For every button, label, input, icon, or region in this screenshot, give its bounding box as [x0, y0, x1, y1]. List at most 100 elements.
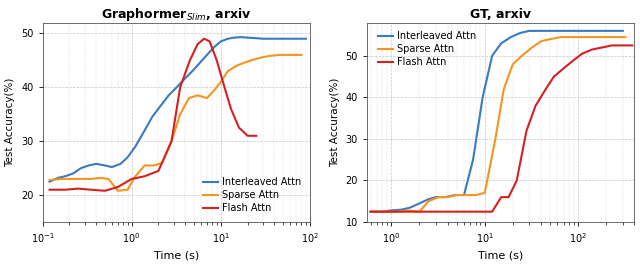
Interleaved Attn: [259, 37, 267, 40]
Sparse Attn: [124, 188, 131, 191]
Sparse Attn: [141, 164, 148, 167]
Flash Attn: [578, 52, 586, 55]
Flash Attn: [155, 169, 163, 172]
Flash Attn: [488, 210, 496, 213]
Flash Attn: [194, 43, 202, 46]
Flash Attn: [467, 210, 474, 213]
Interleaved Attn: [131, 145, 139, 148]
Sparse Attn: [537, 40, 545, 43]
Sparse Attn: [610, 35, 618, 39]
Flash Attn: [505, 196, 513, 199]
Sparse Attn: [578, 35, 586, 39]
Sparse Attn: [444, 196, 451, 199]
Interleaved Attn: [460, 193, 468, 197]
Interleaved Attn: [442, 196, 449, 199]
Interleaved Attn: [237, 36, 245, 39]
Interleaved Attn: [271, 37, 278, 40]
Sparse Attn: [240, 61, 248, 65]
Flash Attn: [61, 188, 69, 191]
Y-axis label: Test Accuracy(%): Test Accuracy(%): [6, 78, 15, 167]
Sparse Attn: [452, 193, 460, 197]
Interleaved Attn: [244, 36, 252, 39]
Sparse Attn: [248, 59, 255, 62]
Flash Attn: [532, 104, 540, 107]
Legend: Interleaved Attn, Sparse Attn, Flash Attn: Interleaved Attn, Sparse Attn, Flash Att…: [374, 27, 480, 71]
Sparse Attn: [298, 53, 305, 56]
Flash Attn: [415, 210, 423, 213]
Flash Attn: [252, 134, 260, 137]
Flash Attn: [200, 37, 208, 40]
Flash Attn: [542, 88, 550, 91]
Interleaved Attn: [619, 29, 627, 32]
Interleaved Attn: [148, 115, 156, 119]
Sparse Attn: [176, 113, 184, 116]
Line: Interleaved Attn: Interleaved Attn: [371, 31, 623, 212]
Interleaved Attn: [469, 158, 477, 161]
Sparse Attn: [481, 191, 488, 194]
Sparse Attn: [185, 97, 193, 100]
Flash Attn: [497, 196, 505, 199]
Sparse Attn: [546, 38, 554, 41]
Interleaved Attn: [203, 53, 211, 56]
Flash Attn: [74, 187, 82, 190]
Sparse Attn: [224, 69, 232, 73]
Interleaved Attn: [211, 45, 218, 48]
Interleaved Attn: [77, 167, 85, 170]
Interleaved Attn: [387, 209, 395, 212]
Interleaved Attn: [367, 210, 374, 213]
Flash Attn: [367, 210, 374, 213]
Sparse Attn: [424, 200, 432, 203]
Sparse Attn: [286, 53, 294, 56]
Sparse Attn: [158, 161, 166, 164]
Interleaved Attn: [507, 35, 515, 39]
Interleaved Attn: [488, 54, 496, 57]
Flash Attn: [235, 126, 243, 129]
Interleaved Attn: [108, 165, 116, 169]
Flash Attn: [206, 40, 214, 43]
Interleaved Attn: [497, 42, 505, 45]
Interleaved Attn: [180, 78, 188, 81]
Interleaved Attn: [451, 193, 459, 197]
Line: Sparse Attn: Sparse Attn: [49, 55, 301, 191]
Sparse Attn: [45, 178, 53, 182]
Interleaved Attn: [230, 36, 237, 39]
Flash Attn: [588, 48, 596, 51]
Flash Attn: [128, 177, 136, 181]
Interleaved Attn: [157, 105, 164, 108]
Flash Attn: [628, 44, 636, 47]
Flash Attn: [45, 188, 53, 191]
Flash Attn: [221, 86, 228, 89]
Sparse Attn: [60, 177, 67, 181]
X-axis label: Time (s): Time (s): [478, 251, 524, 260]
Interleaved Attn: [525, 29, 533, 32]
Interleaved Attn: [116, 162, 124, 165]
Interleaved Attn: [606, 29, 614, 32]
Interleaved Attn: [582, 29, 589, 32]
Interleaved Attn: [217, 40, 225, 43]
Sparse Attn: [395, 210, 403, 213]
Interleaved Attn: [292, 37, 300, 40]
Sparse Attn: [69, 177, 77, 181]
Sparse Attn: [588, 35, 596, 39]
Sparse Attn: [367, 210, 374, 213]
Interleaved Attn: [516, 31, 524, 35]
Sparse Attn: [233, 64, 241, 67]
Sparse Attn: [509, 63, 516, 66]
Flash Attn: [513, 179, 520, 182]
Flash Attn: [141, 175, 148, 178]
Interleaved Attn: [283, 37, 291, 40]
Flash Attn: [186, 59, 194, 62]
Flash Attn: [550, 75, 558, 78]
Sparse Attn: [275, 53, 283, 56]
Sparse Attn: [435, 196, 442, 199]
Sparse Attn: [568, 35, 575, 39]
Interleaved Attn: [141, 129, 148, 132]
Interleaved Attn: [432, 196, 440, 199]
Interleaved Attn: [101, 164, 109, 167]
Sparse Attn: [150, 164, 158, 167]
Flash Attn: [619, 44, 627, 47]
Sparse Attn: [114, 189, 122, 192]
Interleaved Attn: [165, 94, 173, 97]
Sparse Attn: [168, 140, 175, 143]
Sparse Attn: [87, 177, 95, 181]
